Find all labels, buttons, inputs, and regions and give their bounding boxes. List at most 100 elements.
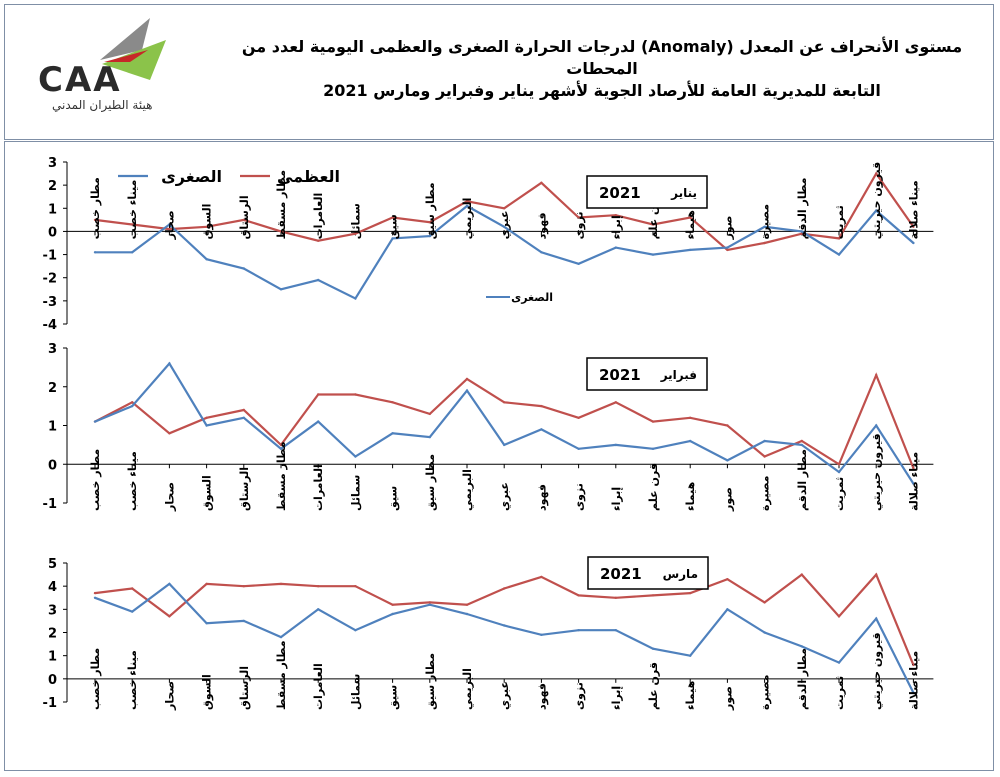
data-point [503,624,506,627]
data-point [168,615,171,618]
data-point [131,587,134,590]
legend: الصغرى العظمى الصغرى [118,167,553,304]
data-point [205,622,208,625]
data-point [354,393,357,396]
data-point [577,416,580,419]
data-point [689,654,692,657]
x-category-label: العامرات [312,464,325,511]
x-category-label: الرستاق [238,666,251,710]
data-point [912,691,915,694]
data-point [763,455,766,458]
x-category-label: مطار الدقم [796,648,809,710]
data-point [651,647,655,650]
x-category-label: السوق [201,204,214,240]
data-point [428,234,431,238]
y-tick-label: 1 [48,650,57,665]
data-point [279,635,283,639]
data-point [465,612,469,616]
x-category-label: صحار [163,482,176,512]
data-point [354,297,357,300]
x-category-label: البريمي [461,469,474,511]
x-category-label: مطار مسقط [275,640,288,710]
data-point [837,661,841,664]
x-category-label: ثمريت [833,676,846,710]
data-point [651,447,655,450]
x-category-label: البريمي [461,668,474,710]
y-tick-label: -2 [43,272,57,287]
data-point [391,432,394,435]
header-frame [4,4,994,140]
data-point [800,645,803,648]
y-tick-label: 4 [48,580,57,595]
data-point [93,218,97,222]
data-point [465,603,469,606]
data-point [912,663,915,667]
x-category-label: البريمي [461,198,474,240]
data-point [205,258,208,261]
data-point [131,223,134,226]
x-category-label: فهود [535,484,548,511]
x-category-label: مصيرة [759,476,772,511]
x-category-label: ميناء صلالة [907,452,920,511]
data-point [279,288,283,291]
data-point [428,603,431,606]
x-category-label: الرستاق [238,195,251,239]
title-line-2: التابعة للمديرية العامة للأرصاد الجوية ل… [323,81,881,100]
y-tick-label: -1 [43,696,57,711]
data-point [503,225,506,228]
y-tick-label: 3 [48,342,57,357]
data-point [651,594,655,597]
y-tick-label: 3 [48,603,57,618]
x-category-label: ميناء خصب [126,650,139,710]
y-tick-label: 0 [48,225,57,240]
data-point [800,232,803,235]
series-line-max [94,372,915,469]
month-name-label: مارس [663,567,698,581]
data-point [168,227,171,231]
x-category-label: إبراء [610,215,623,239]
data-point [168,432,171,435]
x-category-label: العامرات [312,663,325,710]
data-point [614,214,617,217]
data-point [689,416,692,419]
data-point [912,225,915,228]
chart-panel-2: 3 2 1 0 -1 مطار خصب ميناء خصب صحار السوق الرستاق م… [43,342,934,512]
data-point [131,401,134,404]
data-point [837,615,841,618]
x-category-label: مطار خصب [89,449,102,511]
data-point [800,230,803,233]
data-point [837,470,841,474]
y-tick-label: -1 [43,249,57,264]
x-category-label: صحار [163,210,176,240]
data-point [279,582,283,586]
data-point [800,443,803,447]
data-point [242,218,245,222]
x-category-label: ميناء خصب [126,451,139,511]
y-tick-label: 5 [48,557,57,572]
x-category-label: إبراء [610,487,623,511]
x-category-label: مطار الدقم [796,449,809,511]
title-line-1: مستوى الأنحراف عن المعدل (Anomaly) لدرجا… [241,37,963,78]
y-tick-label: 1 [48,420,57,435]
data-point [168,362,171,365]
data-point [651,420,655,423]
data-point [354,585,357,588]
month-name-label: فبراير [660,368,697,382]
x-category-label: قيرون حيريتي [870,162,883,240]
data-point [837,253,841,256]
data-point [726,248,729,252]
data-point [131,610,134,613]
data-point [540,428,543,431]
x-category-label: مطار خصب [89,648,102,710]
x-category-label: سمائل [349,475,362,511]
x-category-label: سمائل [349,674,362,710]
x-category-label: عبري [498,210,511,239]
data-point [689,216,692,219]
x-category-label: قرن علم [647,662,660,710]
x-category-label: ميناء صلالة [907,180,920,239]
data-point [875,573,878,576]
data-point [912,482,915,485]
x-category-label: السوق [201,475,214,511]
x-category-label: نزوى [573,483,586,511]
